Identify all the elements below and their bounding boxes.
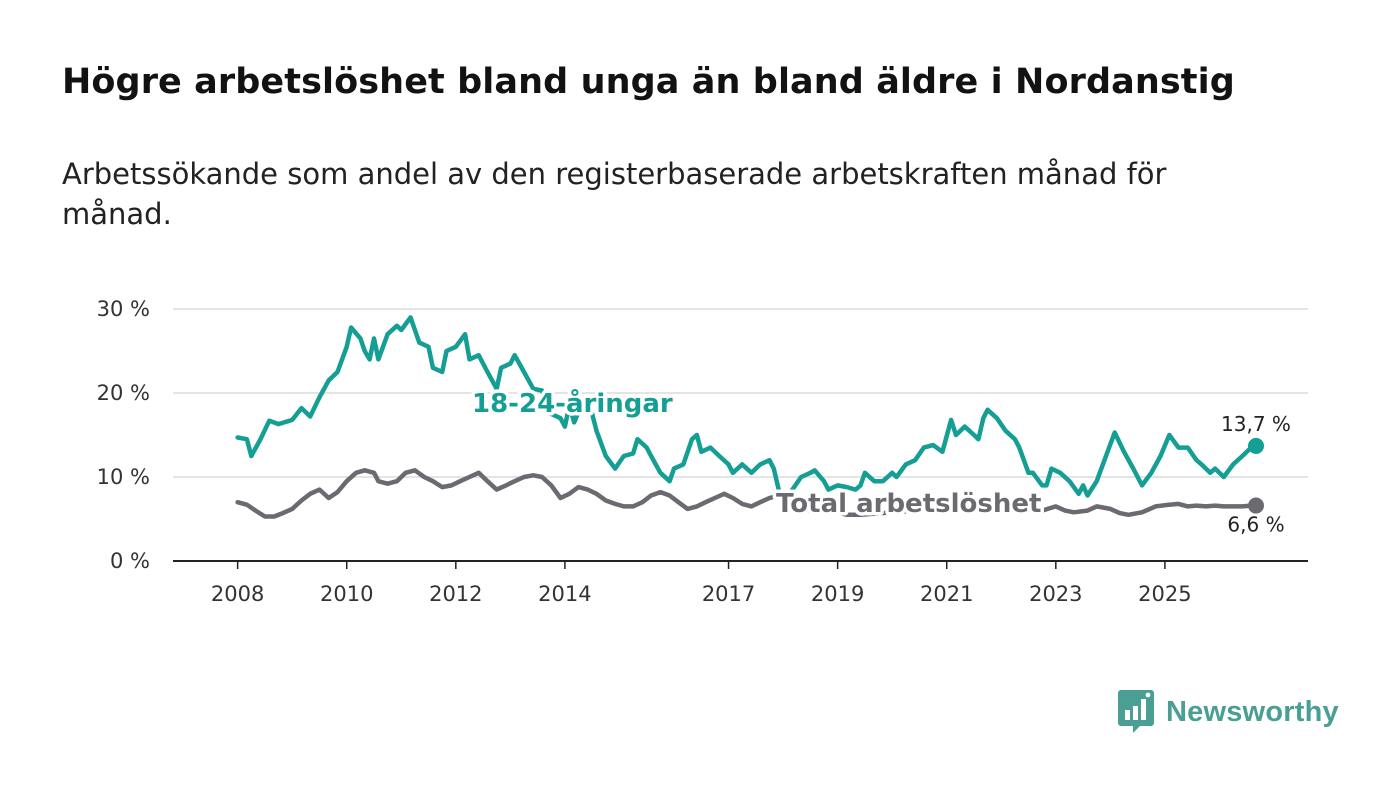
series-line-youth — [235, 315, 1259, 505]
chart-title: Högre arbetslöshet bland unga än bland ä… — [62, 62, 1235, 102]
y-tick-label: 20 % — [97, 381, 150, 405]
x-tick-label: 2010 — [320, 582, 373, 606]
y-tick-label: 0 % — [110, 549, 150, 573]
series-endpoint-total — [1248, 497, 1264, 514]
newsworthy-logo-text: Newsworthy — [1166, 695, 1339, 728]
x-tick-label: 2025 — [1138, 582, 1191, 606]
end-value-label-total: 6,6 % — [1227, 513, 1284, 537]
end-value-label-youth: 13,7 % — [1221, 412, 1291, 436]
series-label-youth: 18-24-åringar — [472, 387, 673, 419]
x-tick-label: 2021 — [920, 582, 973, 606]
series-endpoint-youth — [1248, 437, 1264, 454]
newsworthy-logo-icon — [1118, 690, 1154, 733]
x-tick-label: 2014 — [538, 582, 591, 606]
series-line-total — [235, 468, 1259, 519]
series-label-youth-halo: 18-24-åringar — [472, 387, 673, 419]
x-tick-label: 2008 — [211, 582, 264, 606]
x-tick-label: 2023 — [1029, 582, 1082, 606]
chart-subtitle: Arbetssökande som andel av den registerb… — [62, 157, 1167, 231]
x-tick-label: 2019 — [811, 582, 864, 606]
series-label-total: Total arbetslöshet — [776, 489, 1041, 519]
series-label-total-halo: Total arbetslöshet — [776, 489, 1041, 519]
y-tick-label: 10 % — [97, 465, 150, 489]
newsworthy-logo: Newsworthy — [1118, 690, 1339, 734]
x-tick-label: 2017 — [702, 582, 755, 606]
y-tick-label: 30 % — [97, 297, 150, 321]
x-tick-label: 2012 — [429, 582, 482, 606]
